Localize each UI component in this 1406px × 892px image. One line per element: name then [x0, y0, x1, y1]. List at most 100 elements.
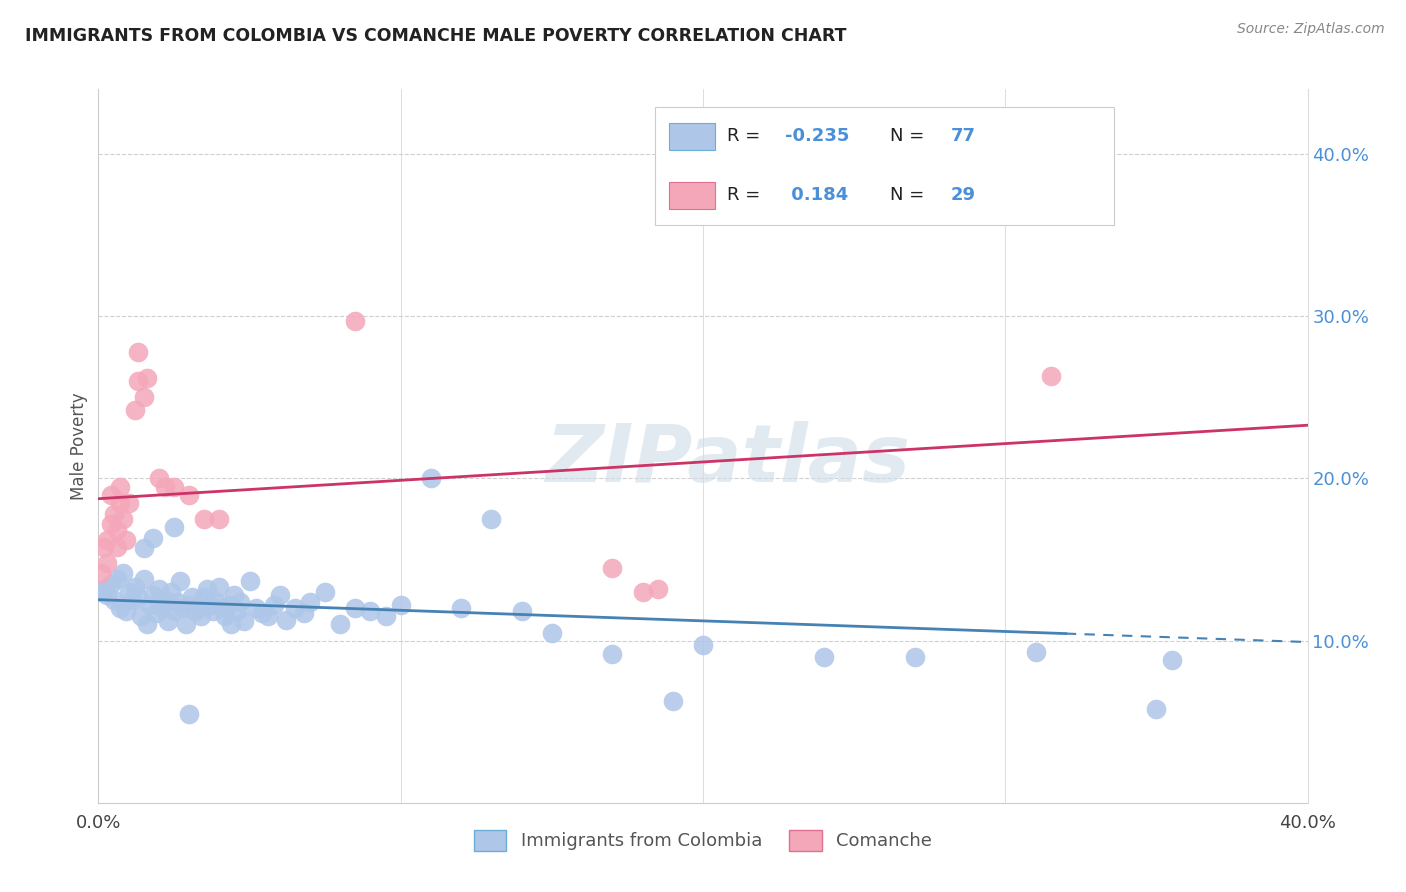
- Point: [329, 617, 352, 632]
- Point: [160, 585, 183, 599]
- Point: [187, 601, 209, 615]
- Point: [100, 577, 122, 591]
- Point: [661, 693, 683, 707]
- FancyBboxPatch shape: [655, 107, 1114, 225]
- Point: [111, 566, 134, 580]
- Point: [214, 609, 236, 624]
- Point: [229, 595, 252, 609]
- Point: [90, 585, 112, 599]
- Point: [292, 606, 315, 620]
- Point: [169, 574, 191, 588]
- Point: [148, 471, 170, 485]
- Point: [153, 593, 176, 607]
- Point: [813, 649, 835, 664]
- Point: [135, 371, 157, 385]
- Point: [181, 590, 204, 604]
- Point: [121, 593, 143, 607]
- Point: [127, 374, 149, 388]
- Point: [127, 590, 149, 604]
- Point: [692, 639, 714, 653]
- Point: [174, 617, 197, 632]
- Legend: Immigrants from Colombia, Comanche: Immigrants from Colombia, Comanche: [467, 822, 939, 858]
- Text: 77: 77: [950, 128, 976, 145]
- Text: N =: N =: [890, 186, 931, 204]
- Point: [224, 588, 246, 602]
- Point: [202, 604, 225, 618]
- Point: [111, 512, 134, 526]
- Point: [344, 601, 367, 615]
- Point: [184, 604, 207, 618]
- Point: [108, 496, 131, 510]
- Point: [150, 601, 173, 615]
- Point: [108, 601, 131, 615]
- Point: [129, 609, 152, 624]
- Point: [142, 532, 165, 546]
- Point: [163, 520, 186, 534]
- Point: [132, 572, 155, 586]
- Point: [602, 560, 624, 574]
- Point: [1144, 702, 1167, 716]
- Text: R =: R =: [727, 186, 766, 204]
- Point: [245, 601, 267, 615]
- Point: [96, 588, 118, 602]
- Point: [299, 595, 322, 609]
- Point: [904, 649, 927, 664]
- Point: [200, 598, 222, 612]
- Point: [263, 598, 285, 612]
- FancyBboxPatch shape: [669, 182, 716, 209]
- Point: [114, 604, 136, 618]
- Point: [1160, 653, 1182, 667]
- Point: [163, 479, 186, 493]
- Point: [96, 556, 118, 570]
- Point: [217, 598, 239, 612]
- Point: [540, 625, 562, 640]
- Point: [103, 593, 125, 607]
- Point: [93, 540, 115, 554]
- Text: -0.235: -0.235: [785, 128, 849, 145]
- Point: [344, 314, 367, 328]
- Point: [166, 595, 188, 609]
- Point: [256, 609, 278, 624]
- Point: [100, 516, 122, 531]
- Point: [108, 479, 131, 493]
- Point: [208, 580, 231, 594]
- Point: [211, 601, 233, 615]
- Point: [239, 574, 262, 588]
- Point: [103, 507, 125, 521]
- Text: Source: ZipAtlas.com: Source: ZipAtlas.com: [1237, 22, 1385, 37]
- Point: [179, 598, 201, 612]
- Point: [274, 613, 297, 627]
- Point: [389, 598, 412, 612]
- Point: [1039, 369, 1062, 384]
- Point: [118, 496, 141, 510]
- Point: [142, 588, 165, 602]
- Point: [602, 647, 624, 661]
- Point: [510, 604, 533, 618]
- Point: [179, 706, 201, 721]
- Point: [1024, 645, 1046, 659]
- Point: [208, 512, 231, 526]
- Text: IMMIGRANTS FROM COLOMBIA VS COMANCHE MALE POVERTY CORRELATION CHART: IMMIGRANTS FROM COLOMBIA VS COMANCHE MAL…: [25, 27, 846, 45]
- Point: [193, 512, 215, 526]
- Point: [647, 582, 669, 596]
- Point: [314, 585, 336, 599]
- Text: R =: R =: [727, 128, 766, 145]
- Point: [195, 582, 218, 596]
- Point: [153, 479, 176, 493]
- Point: [156, 614, 179, 628]
- Y-axis label: Male Poverty: Male Poverty: [70, 392, 89, 500]
- Point: [450, 601, 472, 615]
- Point: [163, 604, 186, 618]
- Point: [172, 601, 194, 615]
- Point: [360, 604, 382, 618]
- Text: ZIPatlas: ZIPatlas: [544, 421, 910, 500]
- Point: [205, 595, 228, 609]
- Point: [145, 606, 167, 620]
- Point: [105, 540, 128, 554]
- Text: 29: 29: [950, 186, 976, 204]
- Point: [193, 590, 215, 604]
- Point: [132, 541, 155, 556]
- Point: [481, 512, 503, 526]
- Point: [221, 617, 243, 632]
- Point: [269, 588, 291, 602]
